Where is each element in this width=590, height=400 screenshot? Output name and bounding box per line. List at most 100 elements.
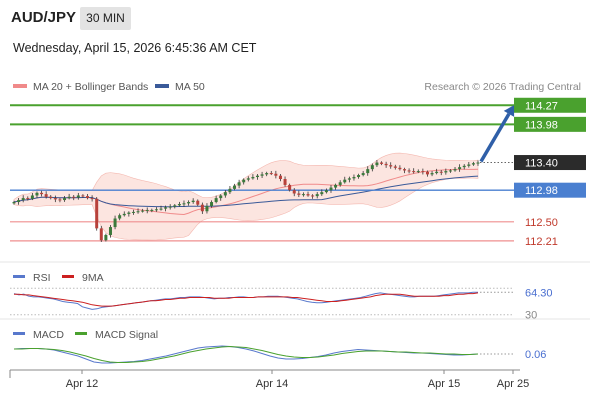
candle-body bbox=[122, 213, 126, 216]
candle-body bbox=[357, 175, 361, 178]
macd-signal-legend-swatch bbox=[75, 332, 87, 335]
candle-body bbox=[467, 164, 471, 166]
candle-body bbox=[255, 175, 259, 178]
candle-body bbox=[233, 185, 237, 189]
candle-body bbox=[458, 167, 462, 170]
symbol-title: AUD/JPY bbox=[11, 9, 77, 26]
macd-panel: 0.06 bbox=[13, 345, 546, 364]
candle-body bbox=[205, 205, 209, 212]
candle-body bbox=[251, 177, 255, 179]
candle-body bbox=[297, 193, 301, 195]
candle-body bbox=[246, 178, 250, 180]
candle-body bbox=[127, 212, 131, 214]
candle-body bbox=[471, 163, 475, 165]
macd-signal-legend-label: MACD Signal bbox=[95, 329, 158, 341]
candle-body bbox=[416, 171, 420, 173]
candle-body bbox=[196, 200, 200, 205]
candle-body bbox=[324, 190, 328, 193]
candle-body bbox=[104, 234, 108, 241]
candle-body bbox=[398, 167, 402, 170]
candle-body bbox=[63, 198, 67, 201]
price-tag-label: 112.21 bbox=[525, 236, 558, 248]
rsi-ma-legend-swatch bbox=[62, 275, 74, 278]
candle-body bbox=[44, 194, 48, 197]
projection-arrow-head bbox=[503, 105, 515, 117]
rsi-level-label: 30 bbox=[525, 310, 537, 322]
price-tag-label: 114.27 bbox=[525, 100, 558, 112]
candle-body bbox=[425, 171, 429, 175]
candle-body bbox=[145, 209, 149, 211]
candle-body bbox=[30, 195, 34, 199]
candle-body bbox=[49, 196, 53, 199]
candle-body bbox=[260, 174, 264, 176]
rsi-series-line bbox=[14, 292, 479, 307]
ma50-legend-swatch bbox=[155, 84, 169, 88]
x-tick-label: Apr 25 bbox=[497, 378, 529, 390]
candle-body bbox=[237, 182, 241, 186]
ma50-line bbox=[13, 175, 479, 208]
candle-body bbox=[173, 205, 177, 207]
candle-body bbox=[380, 162, 384, 164]
x-tick-label: Apr 12 bbox=[66, 378, 98, 390]
candle-body bbox=[113, 218, 117, 228]
candle-body bbox=[448, 170, 452, 172]
candle-body bbox=[462, 165, 466, 168]
candle-body bbox=[21, 198, 25, 201]
timeframe-badge[interactable]: 30 MIN bbox=[80, 7, 131, 30]
candle-body bbox=[72, 196, 76, 198]
candle-body bbox=[141, 210, 145, 212]
ma20-legend-swatch bbox=[13, 84, 27, 88]
price-tag-label: 113.40 bbox=[525, 158, 558, 170]
candle-body bbox=[265, 173, 269, 175]
candle-body bbox=[329, 187, 333, 191]
rsi-panel: 64.30 30 bbox=[10, 287, 553, 322]
price-tag bbox=[514, 97, 586, 113]
candle-body bbox=[200, 204, 204, 212]
candle-body bbox=[476, 162, 480, 164]
x-tick-label: Apr 15 bbox=[428, 378, 460, 390]
candle-body bbox=[17, 200, 21, 203]
candle-body bbox=[269, 173, 273, 175]
candle-body bbox=[150, 209, 154, 211]
candle-body bbox=[182, 203, 186, 205]
macd-legend-label: MACD bbox=[33, 329, 64, 341]
candle-body bbox=[366, 169, 370, 174]
candle-body bbox=[159, 208, 163, 210]
candle-body bbox=[306, 194, 310, 196]
price-panel: 114.27 113.98 113.40 112.98 112.50 112.21 bbox=[10, 97, 586, 248]
candle-body bbox=[389, 165, 393, 167]
candle-body bbox=[168, 206, 172, 208]
candle-body bbox=[12, 202, 16, 204]
candle-body bbox=[347, 178, 351, 180]
candle-body bbox=[191, 200, 195, 203]
candle-body bbox=[338, 182, 342, 185]
candle-body bbox=[242, 179, 246, 183]
candle-body bbox=[274, 173, 278, 176]
candle-body bbox=[311, 195, 315, 197]
candle-body bbox=[421, 171, 425, 173]
candle-body bbox=[393, 166, 397, 168]
candle-body bbox=[40, 192, 44, 195]
candle-body bbox=[278, 175, 282, 179]
candle-body bbox=[223, 192, 227, 196]
candle-body bbox=[435, 171, 439, 174]
candle-body bbox=[315, 194, 319, 197]
candle-body bbox=[292, 190, 296, 194]
candle-body bbox=[58, 199, 62, 201]
datetime-label: Wednesday, April 15, 2026 6:45:36 AM CET bbox=[13, 41, 257, 55]
candle-body bbox=[219, 195, 223, 199]
candle-body bbox=[26, 198, 30, 200]
candle-body bbox=[301, 194, 305, 196]
macd-series-line bbox=[14, 345, 479, 363]
candle-body bbox=[35, 192, 39, 196]
candle-body bbox=[187, 202, 191, 204]
candle-body bbox=[108, 227, 112, 235]
candle-body bbox=[320, 192, 324, 195]
candle-body bbox=[343, 179, 347, 183]
candle-body bbox=[288, 184, 292, 191]
candle-body bbox=[154, 209, 158, 211]
macd-value-label: 0.06 bbox=[525, 349, 546, 361]
candle-body bbox=[402, 169, 406, 171]
candle-body bbox=[214, 198, 218, 203]
